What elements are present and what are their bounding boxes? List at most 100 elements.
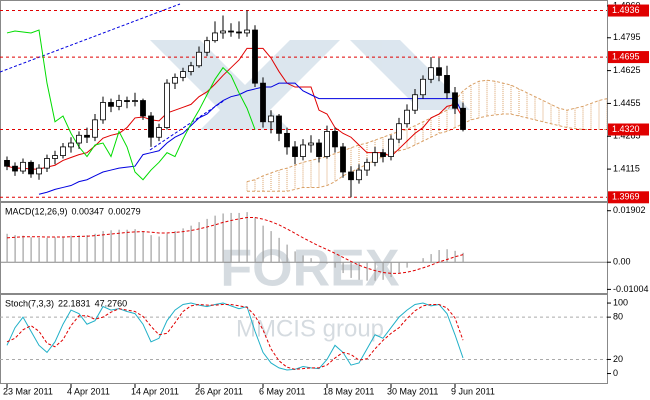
macd-bar xyxy=(390,262,392,278)
candle-body xyxy=(300,144,306,157)
cloud-span-a xyxy=(246,79,607,183)
indicator-line xyxy=(6,47,464,170)
panel-frame xyxy=(0,0,608,202)
macd-bar xyxy=(142,231,144,263)
indicator-label: MACD(12,26,9) xyxy=(5,206,68,216)
candle-body xyxy=(4,160,10,167)
macd-bar xyxy=(190,225,192,263)
macd-bar xyxy=(110,230,112,263)
candle-body xyxy=(292,146,298,157)
macd-bar xyxy=(446,249,448,263)
level-box xyxy=(608,4,649,17)
indicator-readout: 22.1831 xyxy=(58,298,91,308)
indicator-line xyxy=(6,29,256,181)
macd-bar xyxy=(350,262,352,278)
candle-body xyxy=(356,169,362,181)
macd-bar xyxy=(262,225,264,263)
macd-bar xyxy=(230,212,232,263)
y-tick-label: 1.4625 xyxy=(613,65,641,75)
candle-body xyxy=(188,65,194,72)
candle-body xyxy=(148,115,154,138)
level-label: 1.3969 xyxy=(612,192,640,202)
macd-bar xyxy=(214,215,216,263)
cloud-span-b xyxy=(247,113,607,192)
indicator-label: Stoch(7,3,3) xyxy=(5,298,54,308)
candle-body xyxy=(308,142,314,146)
candle-body xyxy=(108,102,114,107)
x-tick-label: 18 May 2011 xyxy=(323,386,374,396)
macd-bar xyxy=(278,237,280,263)
stoch-panel: Stoch(7,3,3) 22.1831 47.2760 xyxy=(0,298,607,371)
watermark-subtitle: MMCIS group xyxy=(236,315,384,342)
candle-body xyxy=(204,40,210,53)
macd-bar xyxy=(398,262,400,274)
trend-line xyxy=(0,3,181,73)
macd-bar xyxy=(182,228,184,263)
level-box xyxy=(608,51,649,64)
macd-bar xyxy=(270,231,272,263)
macd-bar xyxy=(454,250,456,263)
macd-bar xyxy=(198,222,200,263)
y-tick-label: 0.00 xyxy=(613,257,631,267)
panel-frame xyxy=(0,202,608,294)
price-panel xyxy=(0,10,607,198)
logo-shape xyxy=(150,40,290,130)
macd-bar xyxy=(294,251,296,263)
level-box xyxy=(608,191,649,204)
macd-bar xyxy=(430,254,432,263)
level-label: 1.4695 xyxy=(612,51,640,61)
macd-bar xyxy=(318,262,320,263)
macd-bar xyxy=(326,262,328,264)
candle-body xyxy=(380,152,386,157)
candle-body xyxy=(12,165,18,172)
macd-bar xyxy=(158,236,160,263)
candle-body xyxy=(124,100,130,102)
macd-bar xyxy=(6,233,8,263)
level-box xyxy=(608,123,649,136)
candle-body xyxy=(60,146,66,156)
macd-bar xyxy=(366,262,368,281)
macd-bar xyxy=(14,235,16,263)
macd-bar xyxy=(70,235,72,263)
macd-bar xyxy=(334,262,336,268)
macd-bar xyxy=(222,213,224,263)
candle-body xyxy=(404,109,410,125)
y-tick-label: 1.4455 xyxy=(613,98,641,108)
macd-bar xyxy=(22,235,24,263)
macd-bar xyxy=(342,262,344,274)
candle-body xyxy=(180,71,186,78)
y-tick-label: 0 xyxy=(613,368,618,378)
x-tick-label: 4 Apr 2011 xyxy=(67,386,110,396)
macd-bar xyxy=(422,258,424,263)
x-tick-label: 9 Jun 2011 xyxy=(451,386,495,396)
macd-bar xyxy=(414,262,416,263)
candle-body xyxy=(100,102,106,121)
candle-body xyxy=(220,30,226,34)
candle-body xyxy=(324,131,330,157)
candle-body xyxy=(436,67,442,76)
macd-bar xyxy=(286,244,288,263)
y-tick-label: 20 xyxy=(613,354,623,364)
macd-bar xyxy=(38,237,40,263)
macd-bar xyxy=(86,235,88,263)
indicator-line xyxy=(38,82,464,195)
macd-bar xyxy=(126,229,128,263)
candle-body xyxy=(284,132,290,148)
candle-body xyxy=(212,32,218,42)
stoch-line xyxy=(6,303,464,370)
candle-body xyxy=(196,51,202,67)
candle-body xyxy=(92,119,98,138)
macd-bar xyxy=(166,233,168,263)
macd-bar xyxy=(382,262,384,280)
y-tick-label: 80 xyxy=(613,312,623,322)
panel-frame xyxy=(0,294,608,384)
macd-bar xyxy=(374,262,376,281)
candle-body xyxy=(36,167,42,175)
candle-body xyxy=(412,94,418,111)
macd-bar xyxy=(246,212,248,263)
x-tick-label: 30 May 2011 xyxy=(387,386,438,396)
candle-body xyxy=(364,161,370,171)
candle-body xyxy=(268,115,274,123)
macd-bar xyxy=(358,262,360,280)
